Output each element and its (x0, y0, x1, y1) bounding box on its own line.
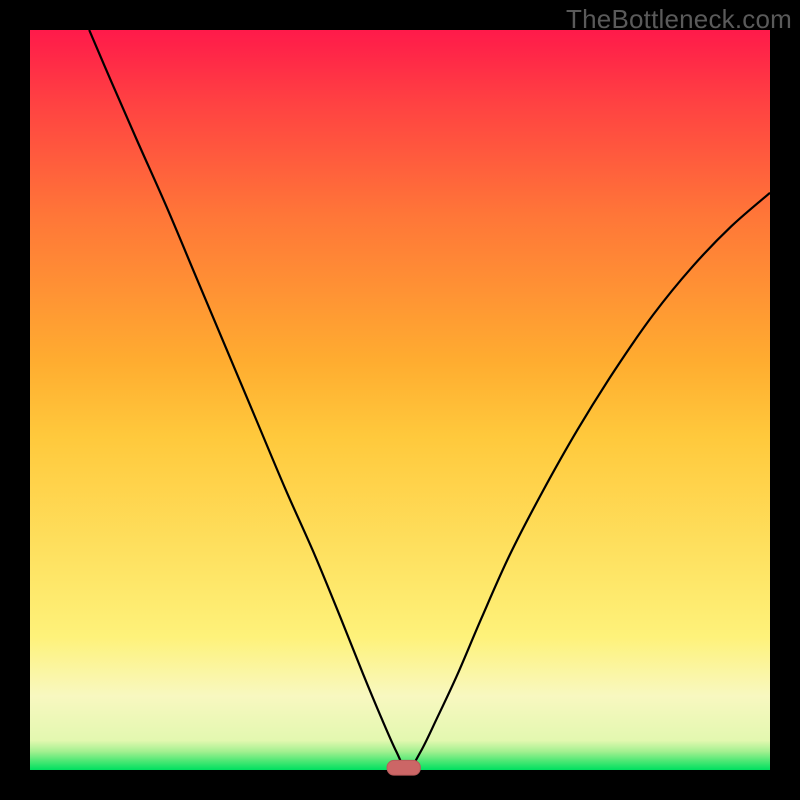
watermark-label: TheBottleneck.com (566, 4, 792, 35)
plot-background (30, 30, 770, 770)
chart-container: TheBottleneck.com (0, 0, 800, 800)
minimum-marker (387, 760, 420, 775)
bottleneck-chart (0, 0, 800, 800)
